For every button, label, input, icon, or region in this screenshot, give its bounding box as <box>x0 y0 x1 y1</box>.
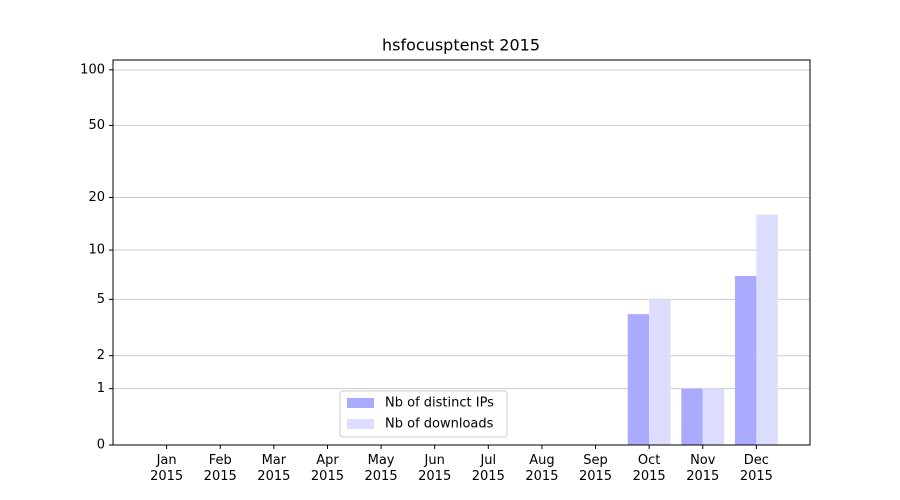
x-tick-label: Jun 2015 <box>418 453 452 484</box>
bar <box>734 275 757 445</box>
x-tick-label: Mar 2015 <box>257 453 291 484</box>
legend-label: Nb of downloads <box>385 417 494 432</box>
x-tick-label: Sep 2015 <box>578 453 613 484</box>
chart-title: hsfocusptenst 2015 <box>382 36 540 55</box>
y-tick-label: 1 <box>97 381 105 396</box>
y-tick-label: 20 <box>88 190 105 205</box>
bar <box>702 388 725 445</box>
plot-frame <box>112 59 811 446</box>
x-tick-label: Apr 2015 <box>310 453 344 484</box>
x-tick-label: Oct 2015 <box>632 453 666 484</box>
legend-label: Nb of distinct IPs <box>385 396 494 411</box>
y-tick-label: 5 <box>97 292 105 307</box>
y-tick-label: 0 <box>97 438 105 453</box>
x-tick-label: Jul 2015 <box>471 453 505 484</box>
bar <box>756 214 778 445</box>
legend: Nb of distinct IPs Nb of downloads <box>339 390 508 438</box>
x-tick-label: May 2015 <box>364 453 398 484</box>
y-tick-label: 100 <box>80 62 105 77</box>
legend-swatch <box>347 398 374 408</box>
bar <box>681 388 703 445</box>
x-tick-label: Dec 2015 <box>739 453 773 484</box>
x-tick-label: Aug 2015 <box>525 453 559 484</box>
y-tick-label: 10 <box>88 243 105 258</box>
y-tick-label: 50 <box>88 118 105 133</box>
x-tick-label: Feb 2015 <box>203 453 237 484</box>
y-tick-label: 2 <box>97 348 105 363</box>
grid <box>113 69 810 446</box>
x-tick-label: Jan 2015 <box>150 453 184 484</box>
x-tick-label: Nov 2015 <box>686 453 720 484</box>
bar <box>649 299 671 445</box>
legend-swatch <box>347 419 374 429</box>
legend-box <box>339 390 508 438</box>
bar <box>627 314 650 445</box>
